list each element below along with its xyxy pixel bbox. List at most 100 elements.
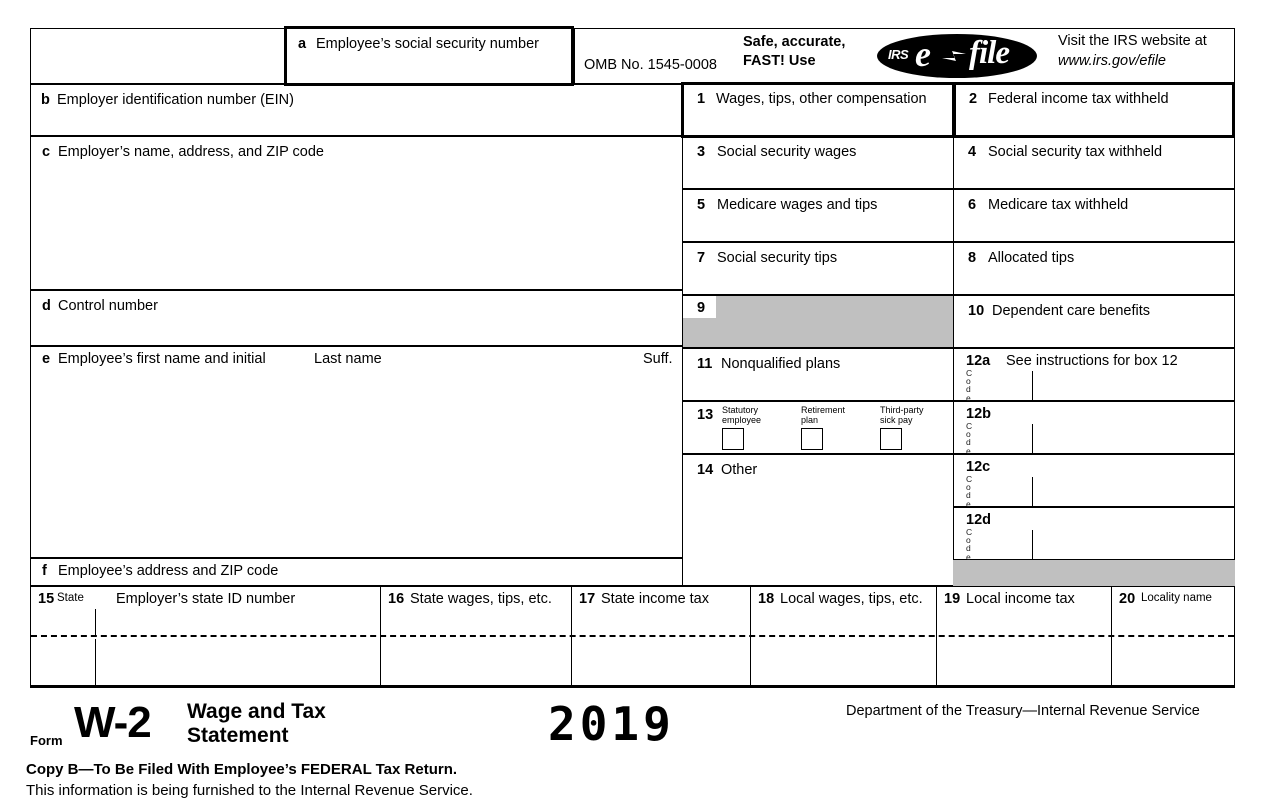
box-14-number: 14 xyxy=(697,462,714,478)
box-17-label: State income tax xyxy=(601,591,709,607)
box-17-number: 17 xyxy=(579,591,596,607)
box-19-number: 19 xyxy=(944,591,961,607)
box-6-medicare-tax[interactable]: 6 Medicare tax withheld xyxy=(953,189,1235,242)
box-13-third-party-sick-pay-checkbox[interactable] xyxy=(880,428,902,450)
box-12d-code-divider xyxy=(1032,530,1033,561)
box-13-statutory-employee-checkbox[interactable] xyxy=(722,428,744,450)
box-12b-code-divider xyxy=(1032,424,1033,455)
box-e-label: Employee’s first name and initial xyxy=(58,351,266,367)
box-3-ss-wages[interactable]: 3 Social security wages xyxy=(682,136,954,189)
box-c-employer-name[interactable]: c Employer’s name, address, and ZIP code xyxy=(30,136,683,290)
visit-irs-url[interactable]: www.irs.gov/efile xyxy=(1058,53,1166,69)
box-1-wages[interactable]: 1 Wages, tips, other compensation xyxy=(681,82,955,138)
box-4-number: 4 xyxy=(968,144,977,160)
lightning-bolt-icon xyxy=(942,51,966,61)
box-14-other[interactable]: 14 Other xyxy=(682,454,954,586)
box-4-ss-tax[interactable]: 4 Social security tax withheld xyxy=(953,136,1235,189)
box-16-number: 16 xyxy=(388,591,405,607)
box-15-number: 15 xyxy=(38,591,55,607)
box-f-letter: f xyxy=(42,563,47,579)
box-5-medicare-wages[interactable]: 5 Medicare wages and tips xyxy=(682,189,954,242)
box-15-state-divider-row2 xyxy=(95,639,96,685)
state-row-dashed-divider xyxy=(31,635,1234,637)
box-b-label: Employer identification number (EIN) xyxy=(57,92,294,108)
void-cell-top-left xyxy=(30,28,285,84)
box-11-number: 11 xyxy=(697,356,713,372)
form-number-w2: W-2 xyxy=(74,698,152,747)
box-8-allocated-tips[interactable]: 8 Allocated tips xyxy=(953,242,1235,295)
safe-accurate-line1: Safe, accurate, xyxy=(743,34,846,50)
furnished-notice: This information is being furnished to t… xyxy=(26,782,473,799)
box-10-dependent-care[interactable]: 10 Dependent care benefits xyxy=(953,295,1235,348)
box-d-control-number[interactable]: d Control number xyxy=(30,290,683,346)
copy-b-instruction: Copy B—To Be Filed With Employee’s FEDER… xyxy=(26,761,458,778)
safe-accurate-line2: FAST! Use xyxy=(743,53,816,69)
box-15-employer-state-id-label: Employer’s state ID number xyxy=(116,591,296,607)
form-bottom-rule xyxy=(30,685,1235,688)
box-13-checkboxes: 13 Statutory employee Retirement plan Th… xyxy=(682,401,954,454)
box-b-ein[interactable]: b Employer identification number (EIN) xyxy=(30,84,683,136)
department-label: Department of the Treasury—Internal Reve… xyxy=(846,703,1200,719)
box-19-label: Local income tax xyxy=(966,591,1075,607)
box-d-letter: d xyxy=(42,298,51,314)
form-word-label: Form xyxy=(30,733,63,748)
efile-e-letter: e xyxy=(915,34,931,74)
box-12a-label: See instructions for box 12 xyxy=(1006,353,1178,369)
box-f-employee-address[interactable]: f Employee’s address and ZIP code xyxy=(30,558,683,586)
box-12a-code-divider xyxy=(1032,371,1033,402)
visit-irs-line1: Visit the IRS website at xyxy=(1058,33,1207,49)
box-7-number: 7 xyxy=(697,250,706,266)
box-12c-number: 12c xyxy=(966,459,991,475)
box-e-suffix-label: Suff. xyxy=(643,351,673,367)
box-9-number-notch xyxy=(683,296,716,318)
box-11-nonqualified-plans[interactable]: 11 Nonqualified plans xyxy=(682,348,954,401)
box-2-number: 2 xyxy=(969,91,978,107)
box-13-thirdparty-label-line2: sick pay xyxy=(880,415,913,425)
box-12b-number: 12b xyxy=(966,406,991,422)
box-6-number: 6 xyxy=(968,197,977,213)
box-a-ssn[interactable]: a Employee’s social security number xyxy=(284,26,574,86)
box-5-number: 5 xyxy=(697,197,706,213)
box-a-label: Employee’s social security number xyxy=(316,36,539,52)
box-14-label: Other xyxy=(721,462,758,478)
box-2-label: Federal income tax withheld xyxy=(988,91,1169,107)
box-f-label: Employee’s address and ZIP code xyxy=(58,563,279,579)
box-13-retirement-label-line1: Retirement xyxy=(801,405,846,415)
box-2-fed-tax[interactable]: 2 Federal income tax withheld xyxy=(953,82,1235,138)
box-18-number: 18 xyxy=(758,591,775,607)
shaded-strip-below-12d xyxy=(953,560,1235,586)
box-9-number: 9 xyxy=(697,300,706,316)
box-d-label: Control number xyxy=(58,298,158,314)
box-5-label: Medicare wages and tips xyxy=(717,197,878,213)
box-e-last-name-label: Last name xyxy=(314,351,382,367)
box-13-statutory-label-line1: Statutory xyxy=(722,405,759,415)
box-13-thirdparty-label-line1: Third-party xyxy=(880,405,924,415)
box-13-retirement-plan-checkbox[interactable] xyxy=(801,428,823,450)
box-12a-number: 12a xyxy=(966,353,991,369)
form-title: Wage and Tax Statement xyxy=(187,700,326,748)
box-e-letter: e xyxy=(42,351,51,367)
box-13-number: 13 xyxy=(697,407,714,423)
box-e-employee-name[interactable]: e Employee’s first name and initial Last… xyxy=(30,346,683,558)
box-10-number: 10 xyxy=(968,303,985,319)
box-20-label: Locality name xyxy=(1141,592,1212,604)
box-4-label: Social security tax withheld xyxy=(988,144,1163,160)
efile-ellipse xyxy=(877,34,1037,78)
box-7-label: Social security tips xyxy=(717,250,838,266)
state-local-section: 15 State Employer’s state ID number 16 S… xyxy=(30,586,1235,686)
box-16-label: State wages, tips, etc. xyxy=(410,591,552,607)
box-13-retirement-label-line2: plan xyxy=(801,415,819,425)
box-8-label: Allocated tips xyxy=(988,250,1075,266)
omb-number: OMB No. 1545-0008 xyxy=(584,57,717,73)
box-a-letter: a xyxy=(298,36,307,52)
box-7-ss-tips[interactable]: 7 Social security tips xyxy=(682,242,954,295)
box-3-label: Social security wages xyxy=(717,144,857,160)
